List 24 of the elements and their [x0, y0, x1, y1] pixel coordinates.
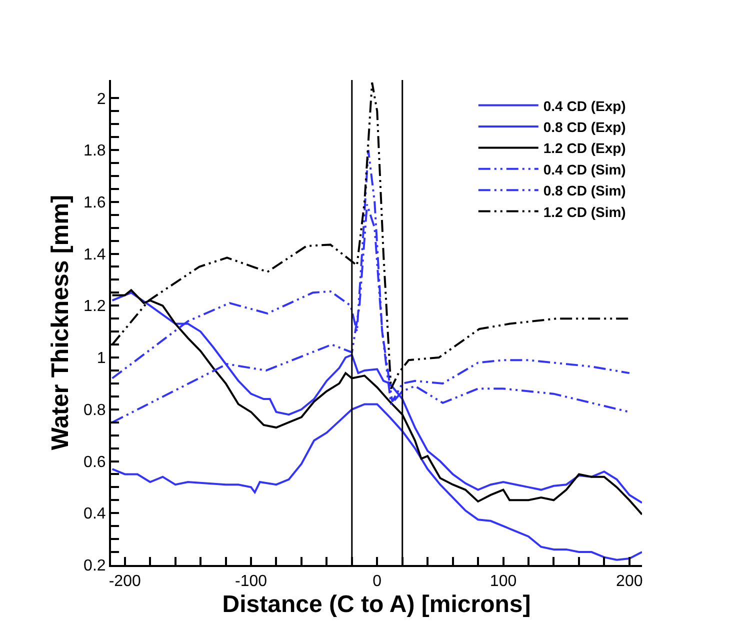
legend-label: 0.4 CD (Sim) [543, 161, 626, 178]
y-tick-label: 2 [96, 90, 106, 108]
line-series [111, 403, 642, 561]
x-axis-title: Distance (C to A) [microns] [222, 591, 531, 618]
legend-label: 0.8 CD (Sim) [543, 182, 626, 199]
y-tick-label: 1.2 [84, 298, 106, 316]
x-tick-label: 0 [372, 573, 382, 590]
x-tick-label: -200 [108, 573, 141, 590]
y-tick-label: 0.6 [84, 454, 106, 471]
y-tick-label: 1.4 [84, 246, 106, 264]
y-tick-label: 1.8 [84, 142, 106, 160]
x-tick-label: -100 [234, 573, 268, 590]
x-tick-label: 100 [490, 573, 517, 590]
y-axis-title: Water Thickness [mm] [47, 194, 74, 450]
y-tick-label: 1.6 [84, 194, 106, 212]
y-tick-label: 0.2 [84, 558, 106, 575]
legend-label: 0.8 CD (Exp) [543, 118, 626, 135]
y-tick-label: 0.4 [84, 506, 106, 523]
legend-label: 0.4 CD (Exp) [543, 98, 626, 114]
legend-label: 1.2 CD (Sim) [543, 204, 626, 220]
y-tick-label: 0.8 [84, 402, 106, 419]
x-tick-label: 200 [616, 573, 643, 590]
y-tick-label: 1 [96, 350, 106, 368]
legend-label: 1.2 CD (Exp) [543, 140, 626, 156]
